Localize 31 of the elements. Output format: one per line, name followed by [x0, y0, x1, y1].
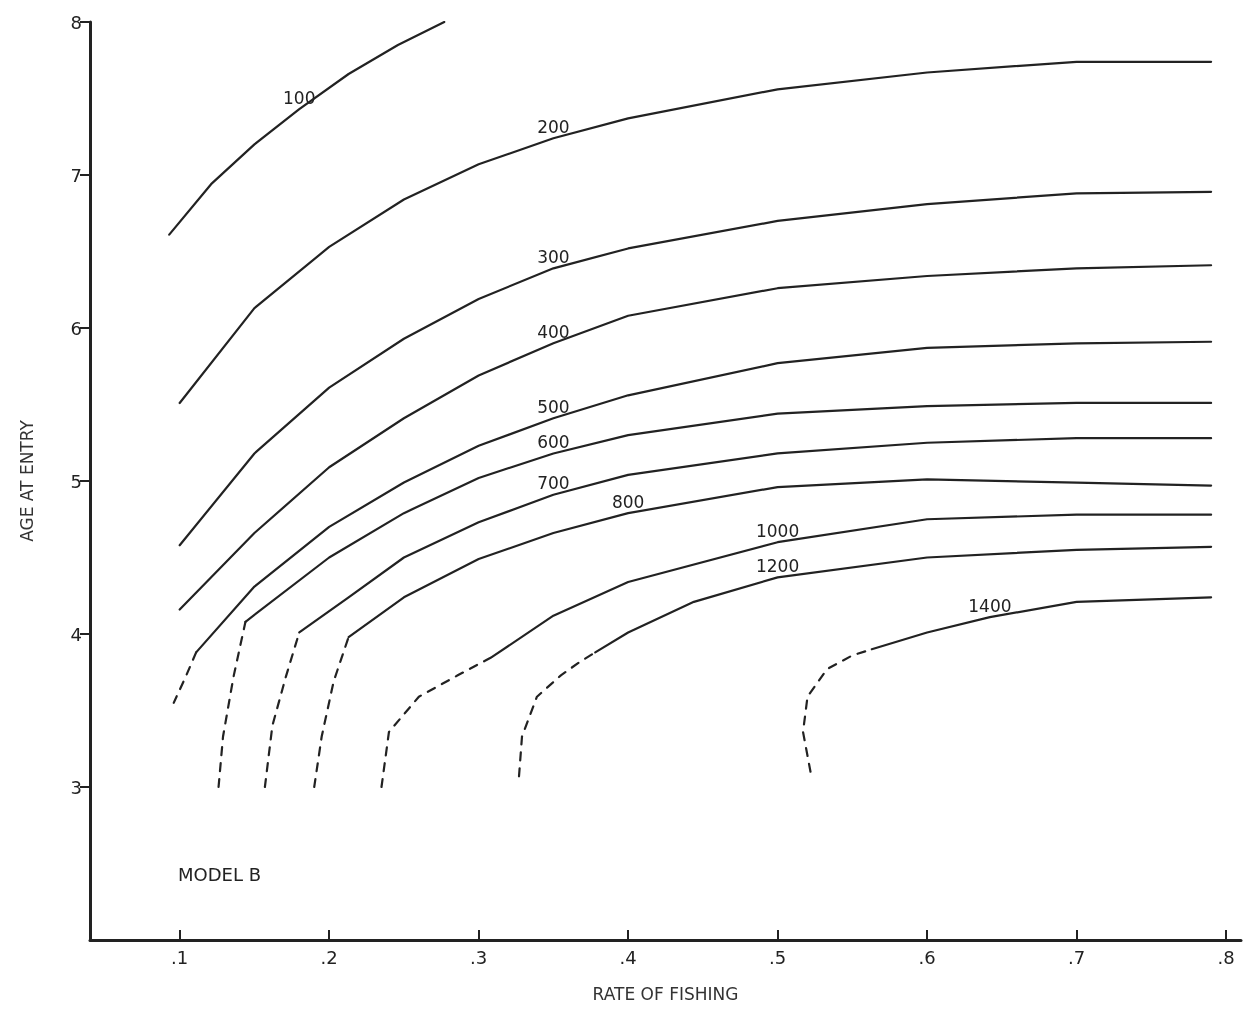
y-tick-label: 8 [70, 11, 82, 33]
y-tick-label: 4 [70, 623, 82, 645]
series-label: 800 [611, 491, 645, 512]
x-tick-label: .2 [320, 946, 338, 968]
y-tick-label: 5 [70, 470, 82, 492]
line-series [178, 264, 1213, 611]
series-label: 500 [537, 396, 570, 417]
series-label: 400 [537, 321, 570, 342]
line-series [178, 190, 1213, 547]
series-label: 700 [537, 473, 570, 494]
x-axis-title: RATE OF FISHING [592, 983, 739, 1004]
y-tick-label: 3 [70, 776, 82, 798]
x-tick-label: .5 [769, 946, 787, 968]
x-tick-label: .1 [171, 946, 189, 968]
x-tick-label: .7 [1067, 946, 1086, 968]
y-axis-title: AGE AT ENTRY [16, 419, 37, 542]
x-tick-label: .3 [470, 946, 488, 968]
x-tick-label: .8 [1217, 946, 1235, 968]
series-label: 100 [283, 87, 316, 108]
annotation: MODEL B [178, 863, 262, 885]
x-tick-label: .4 [619, 946, 637, 968]
series-label: 600 [537, 431, 570, 452]
series-label: 1000 [755, 520, 800, 541]
y-tick-label: 6 [70, 317, 82, 339]
series-label: 1400 [968, 595, 1012, 616]
line-series [168, 20, 446, 236]
series-label: 1200 [755, 555, 800, 576]
series-label: 200 [537, 116, 570, 137]
series-label: 300 [537, 246, 570, 267]
x-tick-label: .6 [918, 946, 936, 968]
y-tick-label: 7 [70, 164, 82, 186]
